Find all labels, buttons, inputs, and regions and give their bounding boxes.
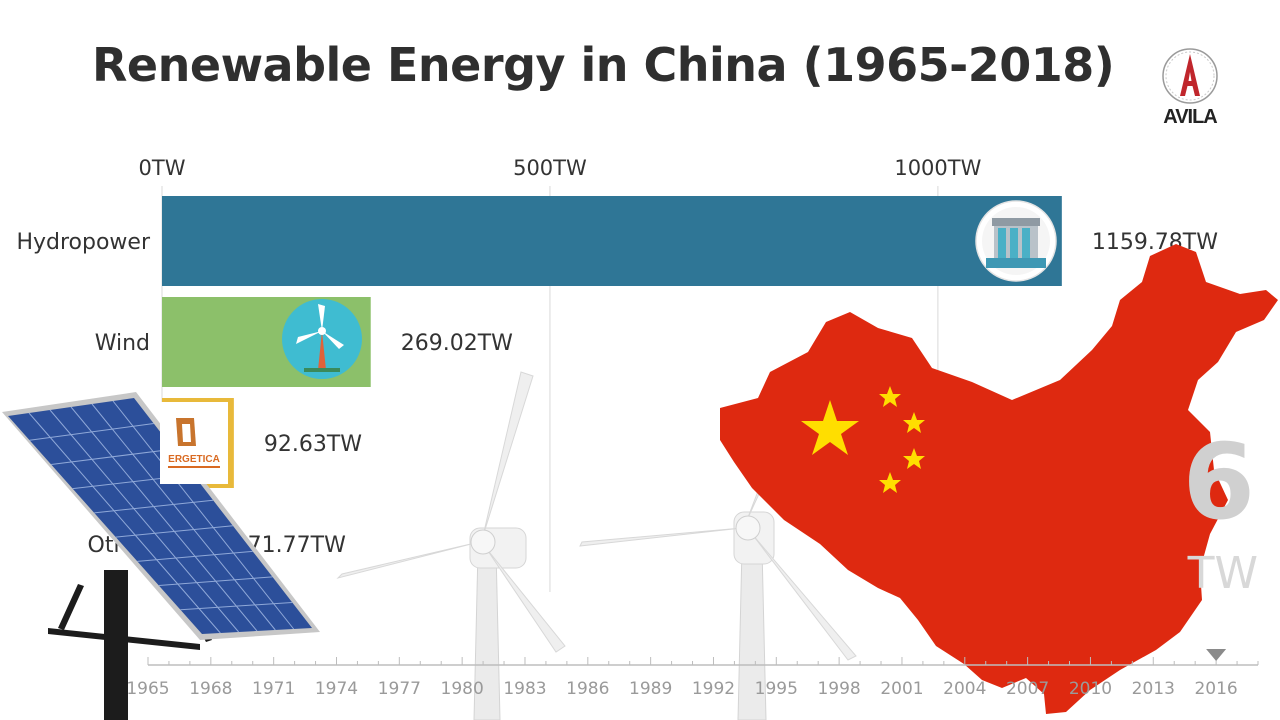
value-label: 269.02TW — [401, 331, 513, 356]
timeline-year-label: 1965 — [126, 679, 169, 699]
timeline-year-label: 2007 — [1006, 679, 1049, 699]
avila-logo-emblem — [1162, 48, 1218, 104]
solar-cell-line — [115, 525, 233, 538]
value-label: 92.63TW — [264, 432, 362, 457]
decor-layer — [2, 244, 1278, 720]
value-label: 1159.78TW — [1092, 230, 1218, 255]
timeline-year-label: 1974 — [315, 679, 358, 699]
solar-cell-line — [91, 403, 276, 631]
avila-logo: AVILA — [1158, 44, 1222, 134]
timeline-year-label: 1995 — [755, 679, 798, 699]
solar-cell-line — [51, 448, 174, 465]
category-label: Wind — [95, 331, 150, 356]
badge-layer: ERGETICA — [160, 200, 1057, 484]
x-tick-label: 1000TW — [894, 156, 981, 180]
x-tick-label: 500TW — [513, 156, 587, 180]
overlay-layer: 1965 1968 1971 1974 1977 1980 1983 1986 1989 1992… — [126, 421, 1259, 699]
timeline-year-label: 1992 — [692, 679, 735, 699]
timeline-current-marker — [1206, 649, 1227, 661]
solar-cell-line — [158, 576, 273, 587]
chart-title: Renewable Energy in China (1965-2018) — [92, 38, 1115, 92]
avila-logo-text: AVILA — [1163, 106, 1218, 128]
timeline-year-label: 1977 — [378, 679, 421, 699]
timeline-year-label: 1980 — [441, 679, 484, 699]
china-map-decor — [720, 244, 1278, 714]
timeline-year-label: 1968 — [189, 679, 232, 699]
bar — [162, 196, 1062, 286]
solar-cell-line — [49, 409, 240, 633]
solar-cell-line — [137, 550, 253, 562]
timeline-year-label: 1971 — [252, 679, 295, 699]
category-label: Hydropower — [16, 230, 151, 255]
solar-cell-line — [29, 423, 154, 441]
solar-cell-line — [94, 499, 214, 514]
solar-cell-line — [28, 412, 221, 634]
timeline-year-label: 2004 — [943, 679, 986, 699]
wind-turbine-icon — [282, 299, 362, 379]
solar-cell-line — [70, 406, 258, 632]
timeline-year-label: 1983 — [503, 679, 546, 699]
timeline-year-label: 1998 — [817, 679, 860, 699]
solar-cell-line — [180, 601, 293, 611]
solar-icon-text: ERGETICA — [168, 454, 220, 465]
current-year-label: 6 — [1183, 421, 1255, 543]
current-total-label: TW — [1187, 548, 1258, 599]
hydro-dam-icon — [975, 200, 1057, 282]
value-label: 71.77TW — [248, 533, 346, 558]
timeline-year-label: 2013 — [1132, 679, 1175, 699]
timeline-year-label: 2010 — [1069, 679, 1112, 699]
solar-energetica-logo: ERGETICA — [160, 402, 228, 484]
x-tick-label: 0TW — [139, 156, 186, 180]
timeline-year-label: 2016 — [1194, 679, 1237, 699]
timeline-year-label: 1986 — [566, 679, 609, 699]
timeline-year-label: 1989 — [629, 679, 672, 699]
solar-cell-line — [112, 400, 295, 630]
wind-turbine-decor-1 — [336, 371, 566, 720]
timeline-year-label: 2001 — [880, 679, 923, 699]
